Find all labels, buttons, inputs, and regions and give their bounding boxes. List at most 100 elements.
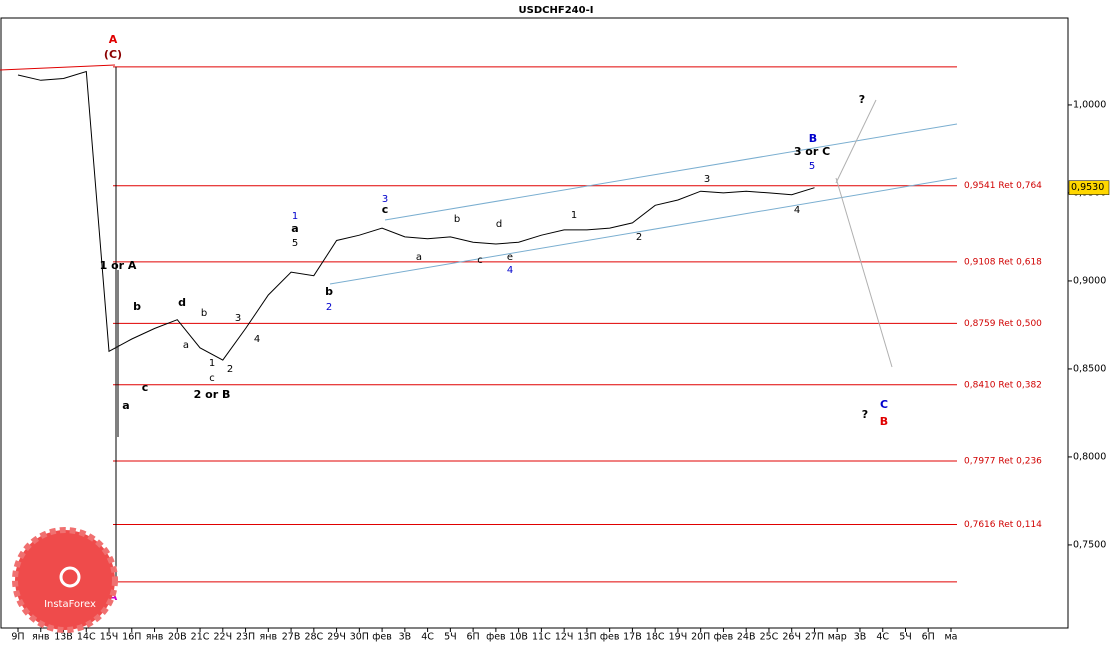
- x-tick-label: янв: [146, 632, 164, 643]
- fib-label: 0,8759 Ret 0,500: [964, 319, 1042, 329]
- x-tick-label: 25С: [760, 632, 779, 643]
- x-tick-label: 22Ч: [214, 632, 233, 643]
- wave-label: 1: [209, 358, 215, 369]
- wave-label: e: [507, 252, 513, 263]
- wave-label: 1 or A: [100, 259, 137, 272]
- x-tick-label: 27П: [805, 632, 824, 643]
- wave-label: a: [183, 340, 189, 351]
- x-tick-label: 19Ч: [669, 632, 688, 643]
- wave-label: b: [325, 285, 333, 298]
- x-tick-label: 6П: [467, 632, 480, 643]
- price-label: 0,9530: [1071, 182, 1104, 193]
- x-tick-label: фев: [486, 632, 506, 643]
- x-tick-label: 30П: [350, 632, 369, 643]
- x-tick-label: 10В: [509, 632, 528, 643]
- wave-label: 1: [571, 210, 577, 221]
- x-tick-label: 28С: [304, 632, 323, 643]
- x-tick-label: 3В: [399, 632, 412, 643]
- x-tick-label: 3В: [854, 632, 867, 643]
- wave-label: 1: [292, 211, 298, 222]
- logo: InstaForex: [12, 527, 118, 633]
- fib-label: 0,7977 Ret 0,236: [964, 456, 1042, 466]
- x-tick-label: 20В: [168, 632, 187, 643]
- y-tick-label: 0,8500: [1073, 363, 1106, 374]
- wave-label: ?: [859, 93, 865, 106]
- wave-label: b: [454, 214, 460, 225]
- x-tick-label: янв: [32, 632, 50, 643]
- price-box: [1068, 180, 1110, 195]
- wave-label: 5: [292, 238, 298, 249]
- y-tick-label: 0,9000: [1073, 275, 1106, 286]
- logo-text: InstaForex: [44, 599, 96, 610]
- x-tick-label: 6П: [922, 632, 935, 643]
- x-tick-label: 5Ч: [444, 632, 457, 643]
- wave-label: b: [133, 300, 141, 313]
- wave-label: b: [201, 308, 207, 319]
- wave-label: 3 or C: [794, 145, 830, 158]
- x-tick-label: мар: [828, 632, 847, 643]
- wave-label: a: [291, 222, 298, 235]
- x-tick-label: 13П: [577, 632, 596, 643]
- wave-label: c: [209, 373, 215, 384]
- wave-label: 2 or B: [194, 388, 231, 401]
- wave-label: C: [880, 398, 888, 411]
- wave-label: B: [809, 132, 817, 145]
- x-tick-label: 20П: [691, 632, 710, 643]
- x-tick-label: 15Ч: [100, 632, 119, 643]
- x-tick-label: 17В: [623, 632, 642, 643]
- wave-label: 3: [382, 194, 388, 205]
- wave-label: 4: [507, 265, 513, 276]
- x-tick-label: фев: [714, 632, 734, 643]
- wave-label: 4: [794, 205, 800, 216]
- x-tick-label: 5Ч: [899, 632, 912, 643]
- drawing-line: [329, 177, 958, 285]
- x-tick-label: 11С: [532, 632, 551, 643]
- wave-label: 2: [326, 302, 332, 313]
- x-tick-label: 13В: [54, 632, 73, 643]
- wave-label: d: [178, 296, 186, 309]
- y-tick-label: 0,7500: [1073, 539, 1106, 550]
- y-tick-label: 0,8000: [1073, 451, 1106, 462]
- x-tick-label: 16П: [122, 632, 141, 643]
- wave-label: d: [496, 219, 502, 230]
- fib-label: 0,7616 Ret 0,114: [964, 520, 1042, 530]
- wave-label: 3: [235, 313, 241, 324]
- wave-label: c: [477, 255, 483, 266]
- logo-badge: [12, 527, 118, 633]
- wave-label: 2: [636, 232, 642, 243]
- drawing-line: [384, 123, 958, 221]
- x-tick-label: 9П: [11, 632, 24, 643]
- x-tick-label: 21С: [191, 632, 210, 643]
- fib-label: 0,9541 Ret 0,764: [964, 181, 1042, 191]
- drawing-line: [835, 177, 893, 368]
- drawing-line: [835, 99, 877, 184]
- x-tick-label: фев: [600, 632, 620, 643]
- fib-label: 0,8410 Ret 0,382: [964, 380, 1042, 390]
- wave-label: B: [880, 415, 888, 428]
- wave-label: a: [122, 399, 129, 412]
- x-tick-label: 29Ч: [327, 632, 346, 643]
- price-line: [17, 70, 815, 361]
- logo-icon: [59, 566, 81, 588]
- wave-label: A: [109, 590, 118, 603]
- x-tick-label: фев: [372, 632, 392, 643]
- x-tick-label: 26Ч: [782, 632, 801, 643]
- wave-label: (C): [104, 48, 122, 61]
- wave-label: c: [142, 381, 149, 394]
- x-tick-label: янв: [260, 632, 278, 643]
- wave-label: 3: [704, 174, 710, 185]
- x-tick-label: 27В: [282, 632, 301, 643]
- y-tick-label: 1,0000: [1073, 99, 1106, 110]
- wave-label: c: [382, 203, 389, 216]
- x-tick-label: 23П: [236, 632, 255, 643]
- wave-label: a: [416, 252, 422, 263]
- x-tick-label: 4С: [421, 632, 434, 643]
- x-tick-label: 24В: [737, 632, 756, 643]
- wave-label: 5: [809, 161, 815, 172]
- wave-label: 4: [254, 334, 260, 345]
- chart-title: USDCHF240-I: [519, 5, 594, 16]
- wave-label: ?: [862, 408, 868, 421]
- x-tick-label: 12Ч: [555, 632, 574, 643]
